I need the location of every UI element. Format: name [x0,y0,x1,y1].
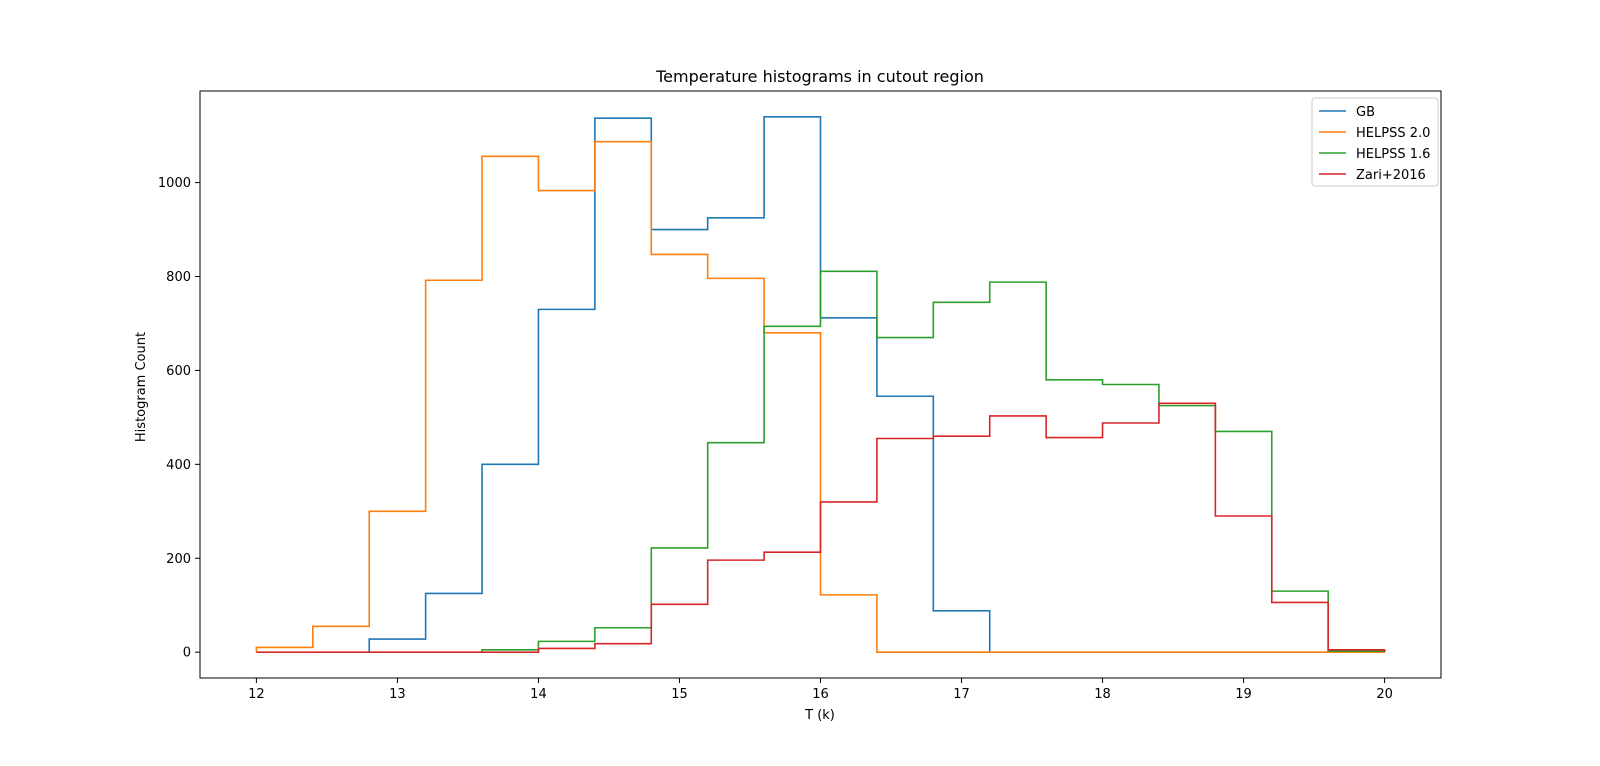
y-tick-label: 800 [166,270,191,285]
series-step-line [368,116,991,653]
x-tick-label: 13 [389,687,406,702]
y-tick-label: 0 [183,646,191,661]
legend-label: HELPSS 2.0 [1356,126,1430,141]
legend-label: HELPSS 1.6 [1356,147,1430,162]
legend-box [1311,97,1439,187]
x-tick-label: 20 [1376,687,1393,702]
x-tick-label: 12 [248,687,265,702]
series-zari-2016 [256,402,1386,653]
legend: GB HELPSS 2.0 HELPSS 1.6 Zari+2016 [1311,97,1439,187]
chart-title: Temperature histograms in cutout region [655,67,984,86]
x-tick-label: 15 [671,687,688,702]
series-step-line [481,270,1386,653]
y-tick-label: 400 [166,458,191,473]
series-helpss-1-6 [481,270,1386,653]
x-axis-label: T (k) [804,708,835,723]
y-tick-label: 600 [166,364,191,379]
x-tick-label: 19 [1235,687,1252,702]
series-layer [255,116,1386,653]
y-axis-label: Histogram Count [134,332,149,442]
series-helpss-2-0 [255,140,1385,653]
x-tick-label: 16 [812,687,829,702]
series-step-line [255,140,1385,653]
series-gb [368,116,991,653]
y-tick-label: 1000 [158,176,191,191]
series-step-line [256,402,1386,653]
legend-label: Zari+2016 [1356,168,1426,183]
x-tick-label: 18 [1094,687,1111,702]
y-tick-label: 200 [166,552,191,567]
y-axis: 0 200 400 600 800 1000 [158,176,200,661]
x-tick-label: 14 [530,687,547,702]
x-axis: 12 13 14 15 16 17 18 19 20 [248,678,1393,702]
legend-label: GB [1356,105,1375,120]
x-tick-label: 17 [953,687,970,702]
